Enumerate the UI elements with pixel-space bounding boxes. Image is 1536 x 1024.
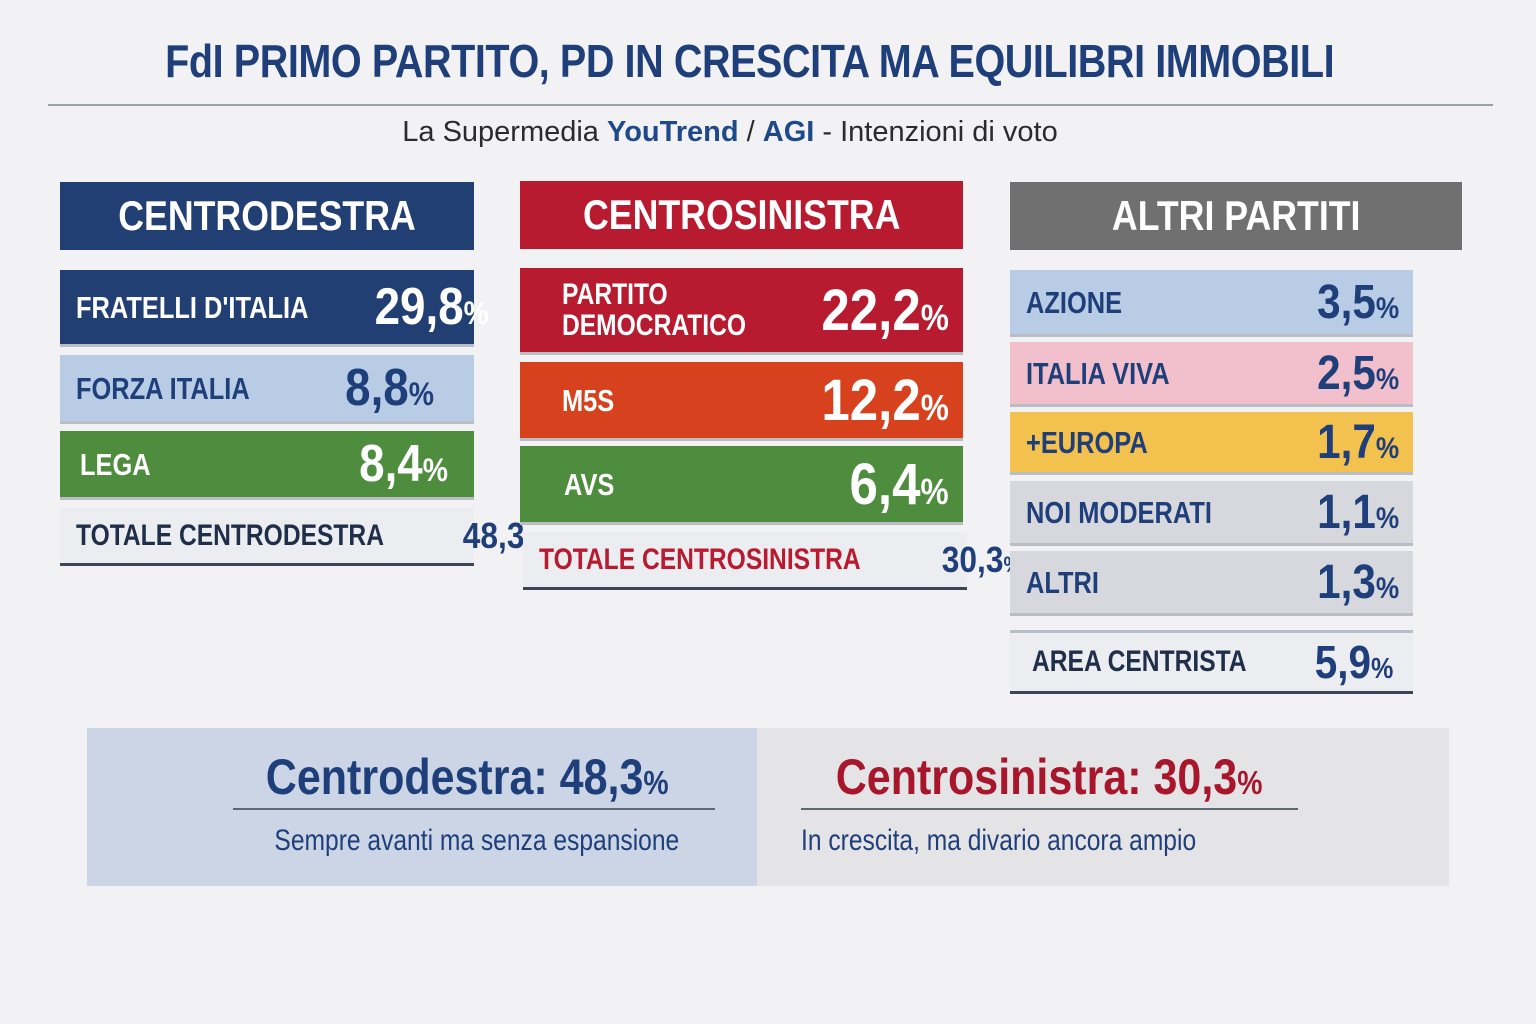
brand-agi: AGI (762, 116, 815, 148)
summary-subtitle-centrosinistra: In crescita, ma divario ancora ampio (801, 824, 1197, 857)
party-row-piu-europa: +EUROPA 1,7% (1010, 412, 1413, 472)
party-value: 3,5% (1316, 275, 1399, 329)
party-label: FORZA ITALIA (76, 370, 250, 406)
party-row-pd: PARTITO DEMOCRATICO 22,2% (520, 268, 963, 352)
total-row-centrodestra: TOTALE CENTRODESTRA 48,3% (60, 508, 541, 566)
total-row-centrosinistra: TOTALE CENTROSINISTRA 30,3% (523, 532, 1021, 590)
party-row-italia-viva: ITALIA VIVA 2,5% (1010, 342, 1413, 404)
summary-divider (801, 808, 1298, 810)
party-value: 1,7% (1316, 415, 1399, 469)
party-row-avs: AVS 6,4% (520, 446, 963, 522)
party-row-altri: ALTRI 1,3% (1010, 551, 1413, 613)
party-label: ALTRI (1026, 564, 1099, 600)
page-title: FdI PRIMO PARTITO, PD IN CRESCITA MA EQU… (165, 35, 1335, 87)
brand-youtrend: YouTrend (607, 116, 739, 148)
party-value: 8,8% (345, 359, 434, 417)
title-divider (48, 104, 1493, 106)
party-value: 8,4% (359, 435, 448, 493)
summary-title-centrodestra: Centrodestra: 48,3% (265, 749, 669, 805)
party-value: 6,4% (849, 451, 949, 517)
party-row-lega: LEGA 8,4% (60, 431, 474, 497)
party-value: 12,2% (821, 367, 949, 433)
summary-title-centrosinistra: Centrosinistra: 30,3% (835, 749, 1263, 805)
party-label: AVS (564, 466, 615, 502)
party-row-m5s: M5S 12,2% (520, 362, 963, 438)
party-label: LEGA (80, 446, 151, 482)
group-header-centrosinistra: CENTROSINISTRA (520, 181, 963, 249)
party-value: 2,5% (1316, 346, 1399, 400)
party-row-forza-italia: FORZA ITALIA 8,8% (60, 355, 474, 421)
party-value: 1,1% (1316, 485, 1399, 539)
summary-subtitle-centrodestra: Sempre avanti ma senza espansione (274, 824, 680, 857)
group-header-centrodestra: CENTRODESTRA (60, 182, 474, 250)
total-row-area-centrista: AREA CENTRISTA 5,9% (1010, 630, 1413, 694)
subtitle: La Supermedia YouTrend / AGI - Intenzion… (402, 116, 1058, 148)
party-row-azione: AZIONE 3,5% (1010, 270, 1413, 334)
party-row-fdi: FRATELLI D'ITALIA 29,8% (60, 270, 489, 344)
group-header-altri: ALTRI PARTITI (1010, 182, 1462, 250)
summary-divider (233, 808, 715, 810)
party-label: PARTITO DEMOCRATICO (562, 277, 747, 342)
party-value: 22,2% (821, 277, 949, 343)
party-label: NOI MODERATI (1026, 494, 1212, 530)
party-label: AZIONE (1026, 284, 1123, 320)
party-label: +EUROPA (1026, 424, 1148, 460)
party-row-noi-moderati: NOI MODERATI 1,1% (1010, 481, 1413, 543)
party-label: ITALIA VIVA (1026, 355, 1170, 391)
party-value: 1,3% (1316, 555, 1399, 609)
party-value: 29,8% (375, 278, 490, 336)
summary-panel-centrosinistra: Centrosinistra: 30,3% In crescita, ma di… (757, 728, 1449, 886)
party-label: M5S (562, 382, 615, 418)
party-label: FRATELLI D'ITALIA (76, 289, 309, 325)
summary-panel-centrodestra: Centrodestra: 48,3% Sempre avanti ma sen… (87, 728, 757, 886)
